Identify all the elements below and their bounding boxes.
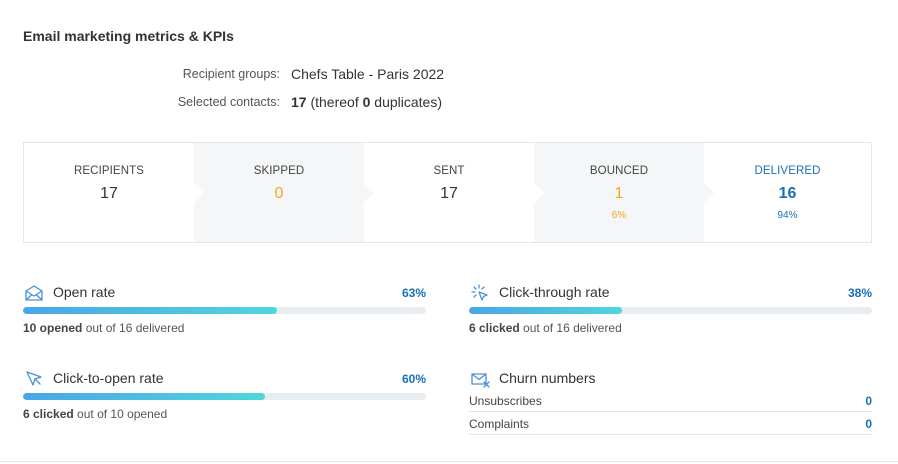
selected-contacts-count: 17	[291, 94, 307, 110]
metric-subtext: 6 clicked out of 16 delivered	[469, 321, 622, 335]
progress-fill	[23, 393, 265, 400]
metric-title: Click-to-open rate	[53, 370, 164, 386]
selected-contacts-label: Selected contacts:	[177, 95, 280, 109]
envelope-open-icon	[24, 283, 44, 303]
metric-percent: 60%	[401, 372, 426, 386]
metric-subtext-count: 10 opened	[23, 321, 83, 335]
progress-fill	[23, 307, 277, 314]
progress-track	[23, 307, 426, 314]
churn-row-unsubscribes: Unsubscribes 0	[469, 392, 872, 412]
stage-value: 17	[100, 185, 118, 202]
envelope-x-icon	[470, 369, 490, 389]
stage-label: SKIPPED	[253, 165, 305, 177]
funnel-stage-skipped: SKIPPED 0	[194, 143, 364, 242]
metric-subtext-rest: out of 10 opened	[77, 407, 168, 421]
metric-subtext: 6 clicked out of 10 opened	[23, 407, 167, 421]
metric-subtext-count: 6 clicked	[23, 407, 74, 421]
metric-title: Open rate	[53, 284, 116, 300]
churn-numbers-metric: Churn numbers Unsubscribes 0 Complaints …	[469, 369, 872, 435]
metric-subtext-count: 6 clicked	[469, 321, 520, 335]
churn-label: Unsubscribes	[469, 394, 542, 408]
funnel-stage-sent: SENT 17	[364, 143, 534, 242]
metric-percent: 38%	[847, 286, 872, 300]
duplicates-count: 0	[362, 94, 371, 110]
churn-label: Complaints	[469, 417, 530, 431]
progress-track	[469, 307, 872, 314]
click-through-rate-metric: Click-through rate 38% 6 clicked out of …	[469, 283, 872, 343]
churn-value: 0	[865, 417, 872, 431]
thereof-prefix: (thereof	[310, 94, 359, 110]
delivery-funnel: RECIPIENTS 17 SKIPPED 0 SENT 17 BOUNCED …	[23, 142, 872, 243]
metric-subtext: 10 opened out of 16 delivered	[23, 321, 184, 335]
stage-percent: 94%	[777, 210, 798, 221]
funnel-stage-bounced: BOUNCED 1 6%	[534, 143, 704, 242]
cursor-click-icon	[24, 369, 44, 389]
recipient-groups-label: Recipient groups:	[182, 67, 280, 81]
funnel-stage-recipients: RECIPIENTS 17	[24, 143, 194, 242]
progress-track	[23, 393, 426, 400]
stage-label: RECIPIENTS	[73, 165, 144, 177]
metric-percent: 63%	[401, 286, 426, 300]
funnel-stage-delivered: DELIVERED 16 94%	[704, 143, 871, 242]
stage-value: 16	[778, 185, 797, 202]
churn-value: 0	[865, 394, 872, 408]
funnel-arrow	[534, 183, 544, 203]
stage-label: DELIVERED	[754, 165, 821, 177]
open-rate-metric: Open rate 63% 10 opened out of 16 delive…	[23, 283, 426, 343]
page-title: Email marketing metrics & KPIs	[23, 28, 234, 44]
click-burst-icon	[470, 283, 490, 303]
stage-value: 17	[440, 185, 458, 202]
stage-value: 1	[614, 185, 624, 202]
duplicates-suffix: duplicates)	[374, 94, 442, 110]
click-to-open-rate-metric: Click-to-open rate 60% 6 clicked out of …	[23, 369, 426, 429]
stage-value: 0	[274, 185, 284, 202]
selected-contacts-value: 17 (thereof 0 duplicates)	[291, 94, 442, 110]
metric-title: Click-through rate	[499, 284, 610, 300]
metric-subtext-rest: out of 16 delivered	[85, 321, 185, 335]
bottom-divider	[0, 461, 898, 462]
funnel-arrow	[704, 183, 714, 203]
stage-label: BOUNCED	[589, 165, 649, 177]
progress-fill	[469, 307, 623, 314]
recipient-groups-value: Chefs Table - Paris 2022	[291, 66, 445, 82]
stage-percent: 6%	[611, 210, 627, 221]
stage-label: SENT	[433, 165, 465, 177]
funnel-arrow	[364, 183, 374, 203]
churn-row-complaints: Complaints 0	[469, 415, 872, 435]
metric-subtext-rest: out of 16 delivered	[523, 321, 622, 335]
metric-title: Churn numbers	[499, 370, 596, 386]
funnel-arrow	[194, 183, 204, 203]
